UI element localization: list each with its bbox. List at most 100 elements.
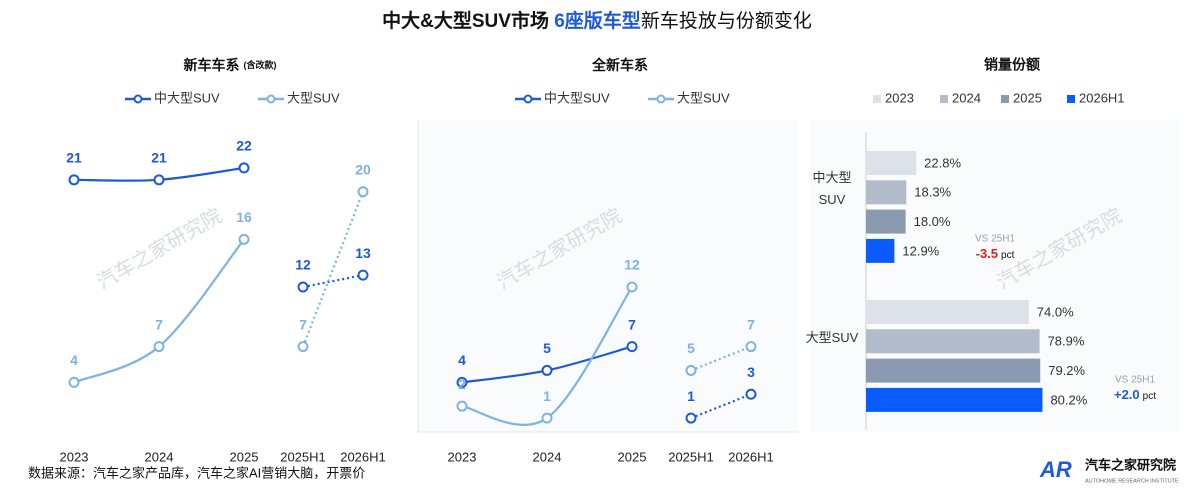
data-label: 3: [747, 364, 755, 380]
bar: [866, 300, 1029, 324]
data-label: 18.0%: [914, 214, 951, 229]
title-part: 中大&大型SUV市场: [382, 9, 554, 32]
point: [745, 388, 757, 400]
data-label: 13: [355, 245, 371, 261]
data-label: 7: [747, 316, 755, 332]
series-line: [302, 274, 364, 289]
annotation-value: +2.0 pct: [1114, 387, 1156, 402]
annotation-delta: -3.5: [976, 246, 998, 261]
bar: [866, 238, 895, 263]
chart-title: 销量份额: [984, 57, 1040, 73]
x-tick-label: 2025H1: [280, 449, 326, 464]
legend-label: 2026H1: [1079, 90, 1125, 105]
data-label: 80.2%: [1050, 392, 1087, 407]
chart-title: 新车车系 (含改款): [184, 57, 277, 73]
point: [357, 269, 369, 281]
logo-mark: AR: [1039, 457, 1072, 482]
annotation-delta: +2.0: [1114, 387, 1140, 402]
annotation-label: VS 25H1: [975, 234, 1015, 245]
legend-swatch: [940, 95, 948, 103]
data-label: 1: [687, 388, 695, 404]
chart-title-main: 全新车系: [591, 57, 648, 73]
legend-swatch: [1067, 95, 1075, 103]
panel: [418, 120, 798, 432]
y-tick-label: 中大型 SUV: [812, 170, 852, 207]
chart-subtitle: (含改款): [244, 59, 277, 70]
bar: [866, 387, 1043, 412]
logo-tagline: AUTOHOME RESEARCH INSTITUTE: [1085, 478, 1179, 484]
legend-marker: [656, 94, 666, 104]
bar: [866, 358, 1041, 383]
point: [153, 341, 165, 353]
data-label: 7: [628, 316, 636, 332]
chart-title: 全新车系: [591, 57, 648, 73]
legend-marker: [266, 94, 276, 104]
series-line: [301, 191, 365, 348]
data-label: 16: [236, 209, 252, 225]
point: [685, 412, 697, 424]
x-tick-label: 2025H1: [668, 449, 714, 464]
point: [626, 281, 638, 293]
data-label: 12: [295, 257, 311, 273]
category-label-box: 中大型 SUV: [812, 170, 852, 207]
point: [68, 174, 80, 186]
legend-marker: [523, 94, 533, 104]
data-label: 12.9%: [902, 243, 939, 258]
data-label: 4: [70, 352, 78, 368]
legend-swatch: [1001, 95, 1009, 103]
category-label-box: 大型SUV: [806, 330, 859, 345]
point: [456, 400, 468, 412]
data-label: 22.8%: [924, 155, 961, 170]
series-line: [690, 345, 752, 372]
data-label: 21: [66, 150, 82, 166]
legend-label: 2023: [885, 90, 914, 105]
data-label: 4: [458, 352, 466, 368]
page-title: 中大&大型SUV市场 6座版车型新车投放与份额变化: [382, 9, 812, 32]
data-label: 20: [355, 161, 371, 177]
legend-label: 大型SUV: [677, 90, 730, 105]
x-tick-label: 2024: [533, 449, 562, 464]
point: [153, 174, 165, 186]
bar: [866, 329, 1040, 354]
data-label: 2: [458, 376, 466, 392]
source-note: 数据来源：汽车之家产品库，汽车之家AI营销大脑，开票价: [28, 465, 365, 480]
point: [541, 412, 553, 424]
data-label: 5: [687, 340, 695, 356]
annotation-unit: pct: [1001, 250, 1015, 261]
data-label: 12: [624, 257, 640, 273]
legend-label: 2024: [952, 90, 981, 105]
chart-title-main: 新车车系: [184, 57, 240, 73]
legend-label: 大型SUV: [287, 90, 340, 105]
data-label: 22: [236, 138, 252, 154]
annotation-value: -3.5 pct: [976, 246, 1015, 261]
point: [357, 186, 369, 198]
annotation-unit: pct: [1143, 391, 1157, 402]
legend-label: 中大型SUV: [154, 90, 220, 105]
logo-name: 汽车之家研究院: [1085, 457, 1176, 472]
point: [238, 233, 250, 245]
point: [297, 281, 309, 293]
point: [541, 364, 553, 376]
x-tick-label: 2026H1: [728, 449, 774, 464]
bar: [866, 209, 906, 234]
x-tick-label: 2025: [618, 449, 647, 464]
bar: [866, 180, 907, 205]
series-line: [690, 393, 752, 420]
data-label: 5: [543, 340, 551, 356]
legend-marker: [133, 94, 143, 104]
x-tick-label: 2023: [60, 449, 89, 464]
data-label: 78.9%: [1048, 334, 1085, 349]
watermark: 汽车之家研究院: [93, 204, 226, 294]
data-label: 18.3%: [914, 185, 951, 200]
data-label: 1: [543, 388, 551, 404]
data-label: 7: [299, 316, 307, 332]
x-tick-label: 2024: [145, 449, 174, 464]
x-tick-label: 2023: [448, 449, 477, 464]
title-highlight: 6座版车型: [554, 9, 641, 32]
point: [297, 341, 309, 353]
title-part: 新车投放与份额变化: [641, 10, 812, 32]
legend-label: 2025: [1013, 90, 1042, 105]
data-label: 7: [155, 316, 163, 332]
data-label: 21: [151, 150, 167, 166]
